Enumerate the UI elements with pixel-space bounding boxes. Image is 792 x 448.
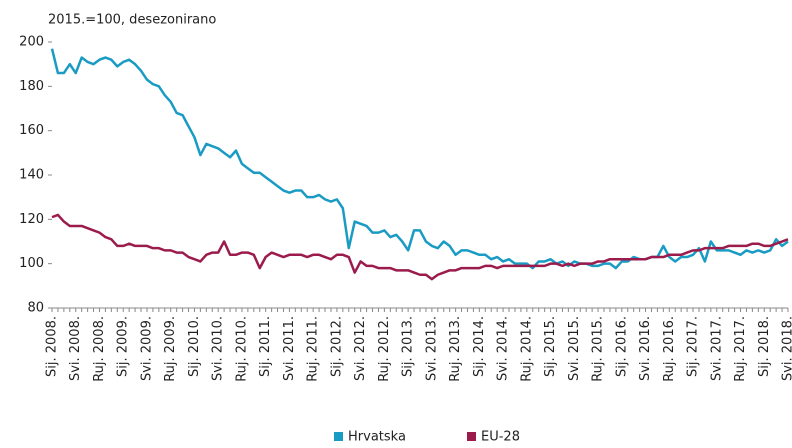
- x-tick-label: Sij. 2016.: [614, 316, 629, 377]
- legend-label: Hrvatska: [348, 430, 406, 445]
- x-tick-label: Ruj. 2010.: [234, 316, 249, 382]
- x-tick-label: Ruj. 2017.: [733, 316, 748, 382]
- x-tick-label: Ruj. 2015.: [591, 316, 606, 382]
- x-tick-label: Ruj. 2016.: [662, 316, 677, 382]
- y-tick-label: 120: [19, 212, 44, 227]
- x-tick-label: Sij. 2013.: [401, 316, 416, 377]
- x-tick-label: Svi. 2010.: [211, 316, 226, 381]
- x-tick-label: Svi. 2014.: [496, 316, 511, 381]
- legend-swatch: [467, 432, 476, 441]
- x-tick-label: Svi. 2016.: [638, 316, 653, 381]
- x-tick-label: Sij. 2017.: [686, 316, 701, 377]
- x-tick-label: Svi. 2009.: [139, 316, 154, 381]
- x-tick-label: Ruj. 2012.: [377, 316, 392, 382]
- legend-swatch: [334, 432, 343, 441]
- chart-subtitle: 2015.=100, desezonirano: [48, 13, 216, 28]
- y-tick-label: 80: [27, 301, 44, 316]
- x-tick-label: Svi. 2017.: [709, 316, 724, 381]
- x-tick-label: Svi. 2015.: [567, 316, 582, 381]
- y-tick-label: 160: [19, 123, 44, 138]
- x-tick-label: Sij. 2011.: [258, 316, 273, 377]
- x-tick-label: Svi. 2011.: [282, 316, 297, 381]
- x-tick-label: Sij. 2015.: [543, 316, 558, 377]
- x-tick-label: Sij. 2008.: [45, 316, 60, 377]
- x-tick-label: Ruj. 2014.: [519, 316, 534, 382]
- y-tick-label: 140: [19, 168, 44, 183]
- x-tick-label: Svi. 2012.: [353, 316, 368, 381]
- y-tick-label: 200: [19, 35, 44, 50]
- y-tick-label: 100: [19, 256, 44, 271]
- x-tick-label: Ruj. 2011.: [306, 316, 321, 382]
- y-tick-label: 180: [19, 79, 44, 94]
- series-line: [50, 48, 789, 270]
- x-tick-label: Sij. 2009.: [116, 316, 131, 377]
- x-tick-label: Sij. 2018.: [757, 316, 772, 377]
- x-tick-label: Svi. 2018.: [781, 316, 792, 381]
- x-tick-label: Sij. 2012.: [329, 316, 344, 377]
- x-tick-label: Ruj. 2013.: [448, 316, 463, 382]
- x-tick-label: Sij. 2014.: [472, 316, 487, 377]
- x-tick-label: Sij. 2010.: [187, 316, 202, 377]
- x-tick-label: Ruj. 2009.: [163, 316, 178, 382]
- series-line: [51, 213, 789, 281]
- x-tick-label: Svi. 2013.: [424, 316, 439, 381]
- x-tick-label: Ruj. 2008.: [92, 316, 107, 382]
- legend-label: EU-28: [481, 430, 520, 445]
- x-tick-label: Svi. 2008.: [68, 316, 83, 381]
